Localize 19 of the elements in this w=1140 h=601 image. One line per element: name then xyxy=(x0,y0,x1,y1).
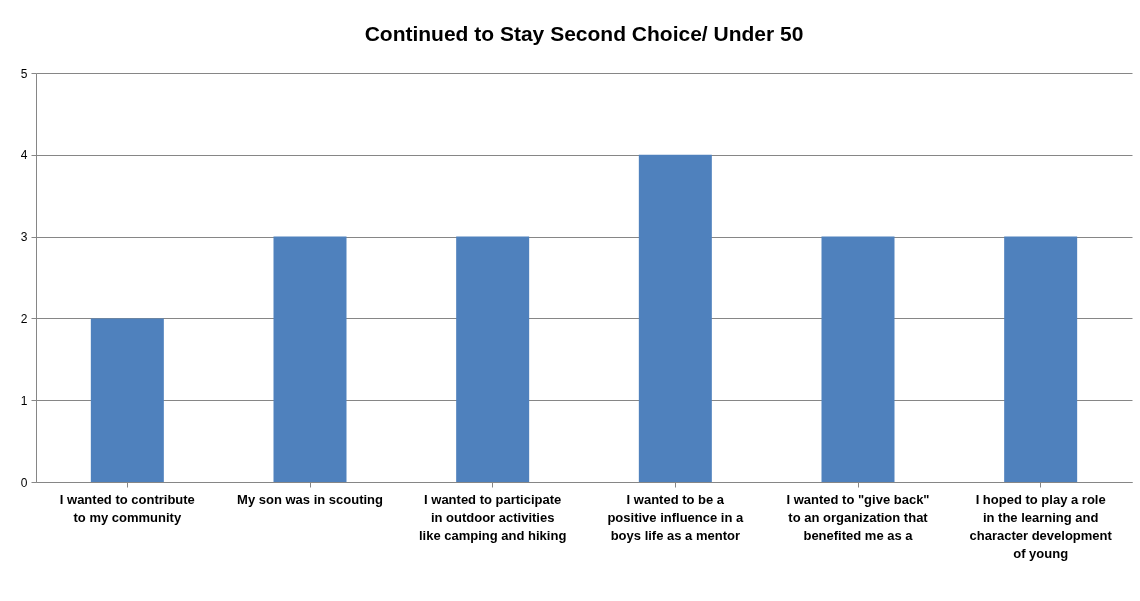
x-tick-label: My son was in scouting xyxy=(237,491,384,507)
bar xyxy=(456,236,530,482)
y-tick-label: 3 xyxy=(20,230,28,245)
y-tick-label: 2 xyxy=(20,311,28,326)
bar xyxy=(821,236,895,482)
bar xyxy=(1004,236,1078,482)
x-tick-label: I wanted to contribute to my community xyxy=(59,491,195,525)
chart-title: Continued to Stay Second Choice/ Under 50 xyxy=(364,22,804,45)
x-tick-label: I hoped to play a role in the learning and character development of young xyxy=(969,491,1113,561)
x-tick-label: I wanted to be a positive influence in a boys life as a mentor xyxy=(607,491,745,543)
x-tick-label: I wanted to "give back" to an organization that benefited me as a xyxy=(786,491,930,543)
y-tick-label: 0 xyxy=(20,475,28,490)
y-tick-label: 5 xyxy=(20,66,28,81)
bar xyxy=(638,154,712,482)
bar xyxy=(90,318,164,482)
x-tick-label: I wanted to participate in outdoor activities like camping and hiking xyxy=(418,491,567,543)
bar xyxy=(273,236,347,482)
y-tick-label: 4 xyxy=(20,148,28,163)
y-tick-label: 1 xyxy=(20,393,28,408)
